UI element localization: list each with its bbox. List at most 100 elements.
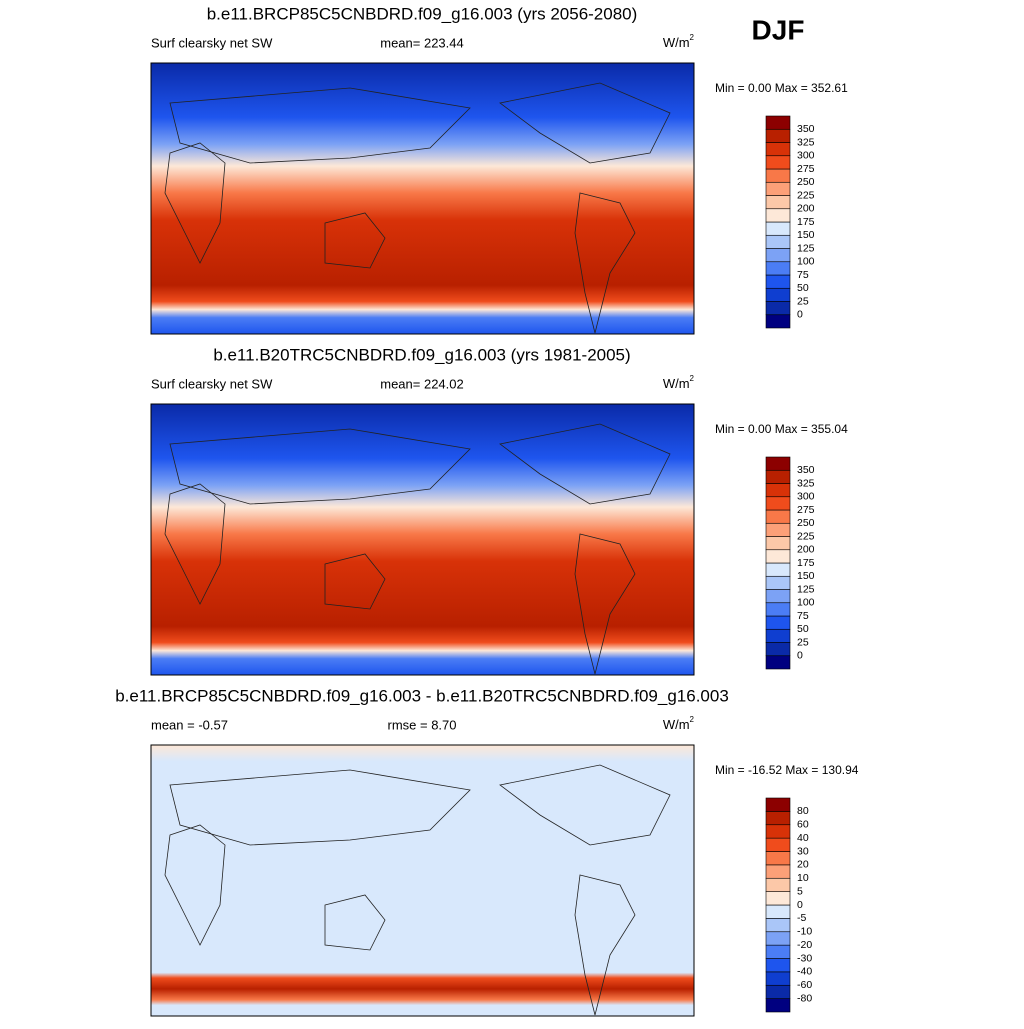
colorbar-label: 80: [797, 805, 809, 817]
colorbar-label: 100: [797, 597, 815, 609]
colorbar-label: -80: [797, 992, 812, 1004]
colorbar-label: 175: [797, 216, 815, 228]
colorbar-label: 200: [797, 544, 815, 556]
colorbar-label: 325: [797, 477, 815, 489]
colorbar-box: [765, 142, 791, 157]
colorbar-box: [765, 797, 791, 812]
colorbar-box: [765, 155, 791, 170]
colorbar-label: 75: [797, 269, 809, 281]
center-label: mean= 224.02: [380, 376, 463, 391]
colorbar-label: 250: [797, 176, 815, 188]
colorbar-label: 325: [797, 136, 815, 148]
colorbar-box: [765, 549, 791, 564]
colorbar-box: [765, 655, 791, 670]
colorbar-label: 25: [797, 636, 809, 648]
units: W/m2: [663, 33, 695, 50]
colorbar-box: [765, 483, 791, 498]
units-sup: 2: [690, 374, 695, 383]
colorbar-label: 175: [797, 557, 815, 569]
units-sup: 2: [690, 715, 695, 724]
coastline: [324, 894, 386, 951]
season-label: DJF: [752, 14, 805, 45]
colorbar-label: 125: [797, 583, 815, 595]
coastline: [574, 533, 636, 675]
colorbar-label: 0: [797, 650, 803, 662]
colorbar-label: 0: [797, 309, 803, 321]
colorbar-label: -30: [797, 952, 812, 964]
colorbar-box: [765, 522, 791, 537]
colorbar-label: -5: [797, 912, 806, 924]
colorbar-box: [765, 602, 791, 617]
colorbar-label: -10: [797, 926, 812, 938]
colorbar-box: [765, 589, 791, 604]
colorbar-box: [765, 864, 791, 879]
minmax-label: Min = -16.52 Max = 130.94: [715, 763, 859, 777]
colorbar-label: 60: [797, 819, 809, 831]
colorbar-label: 350: [797, 123, 815, 135]
colorbar-label: 200: [797, 203, 815, 215]
colorbar-label: -40: [797, 966, 812, 978]
colorbar-label: 5: [797, 885, 803, 897]
colorbar-box: [765, 918, 791, 933]
colorbar-box: [765, 998, 791, 1013]
colorbar-label: 150: [797, 229, 815, 241]
left-label: Surf clearsky net SW: [151, 376, 273, 391]
colorbar-box: [765, 234, 791, 249]
center-label: mean= 223.44: [380, 35, 463, 50]
colorbar-box: [765, 496, 791, 511]
colorbar-label: 20: [797, 859, 809, 871]
map: [150, 744, 695, 1017]
colorbar-label: 0: [797, 899, 803, 911]
colorbar-box: [765, 221, 791, 236]
colorbar-box: [765, 628, 791, 643]
colorbar-label: 250: [797, 517, 815, 529]
map: [150, 62, 695, 335]
colorbar-box: [765, 115, 791, 130]
colorbar-label: 10: [797, 872, 809, 884]
colorbar-box: [765, 575, 791, 590]
colorbar-box: [765, 456, 791, 471]
colorbar-box: [765, 181, 791, 196]
colorbar-box: [765, 287, 791, 302]
minmax-label: Min = 0.00 Max = 352.61: [715, 81, 848, 95]
coastline: [169, 428, 471, 505]
colorbar-label: 225: [797, 530, 815, 542]
panel-title: b.e11.B20TRC5CNBDRD.f09_g16.003 (yrs 198…: [213, 345, 630, 364]
colorbar-label: 275: [797, 163, 815, 175]
colorbar-box: [765, 877, 791, 892]
colorbar-label: 300: [797, 150, 815, 162]
colorbar-box: [765, 469, 791, 484]
colorbar-box: [765, 248, 791, 263]
colorbar-label: -60: [797, 979, 812, 991]
colorbar-label: 150: [797, 570, 815, 582]
left-label: mean = -0.57: [151, 717, 228, 732]
colorbar-box: [765, 904, 791, 919]
colorbar-label: -20: [797, 939, 812, 951]
colorbar-label: 300: [797, 491, 815, 503]
colorbar-box: [765, 562, 791, 577]
colorbar-label: 125: [797, 242, 815, 254]
units-base: W/m: [663, 35, 690, 50]
colorbar-label: 225: [797, 189, 815, 201]
colorbar-box: [765, 301, 791, 316]
coastline: [164, 142, 226, 264]
coastline: [499, 82, 671, 164]
coastline: [169, 769, 471, 846]
units: W/m2: [663, 715, 695, 732]
minmax-label: Min = 0.00 Max = 355.04: [715, 422, 848, 436]
colorbar-box: [765, 944, 791, 959]
left-label: Surf clearsky net SW: [151, 35, 273, 50]
colorbar-box: [765, 615, 791, 630]
colorbar-box: [765, 128, 791, 143]
colorbar-box: [765, 824, 791, 839]
colorbar-box: [765, 208, 791, 223]
units-base: W/m: [663, 376, 690, 391]
colorbar-box: [765, 536, 791, 551]
colorbar-box: [765, 984, 791, 999]
colorbar-box: [765, 168, 791, 183]
units-base: W/m: [663, 717, 690, 732]
panel-title: b.e11.BRCP85C5CNBDRD.f09_g16.003 (yrs 20…: [207, 4, 638, 23]
coastline: [499, 423, 671, 505]
coastline: [574, 192, 636, 334]
colorbar-box: [765, 971, 791, 986]
